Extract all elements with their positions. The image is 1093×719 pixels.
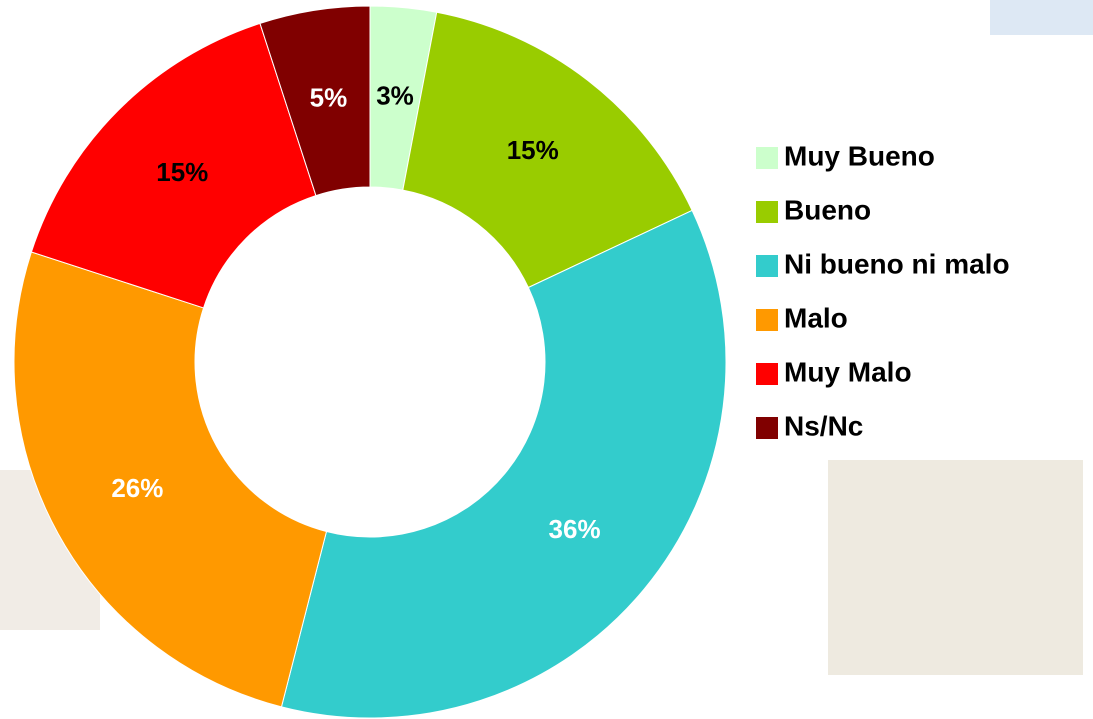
legend-swatch <box>756 417 778 439</box>
slice <box>402 11 693 289</box>
legend-label: Bueno <box>784 194 871 225</box>
legend: Muy Bueno Bueno Ni bueno ni malo Malo Muy Ma… <box>756 140 1010 441</box>
data-label: 15% <box>507 135 559 165</box>
legend-swatch <box>756 201 778 223</box>
legend-swatch <box>756 255 778 277</box>
slice <box>259 5 371 197</box>
data-label: 26% <box>111 473 163 503</box>
legend-label: Muy Malo <box>784 356 912 387</box>
slice <box>280 209 727 719</box>
legend-label: Ns/Nc <box>784 410 863 441</box>
data-label: 36% <box>549 514 601 544</box>
legend-swatch <box>756 363 778 385</box>
slice <box>30 22 317 309</box>
data-label: 5% <box>310 83 348 113</box>
legend-swatch <box>756 147 778 169</box>
slices: 3% 15% 36% 26% 15% 5% <box>13 5 727 719</box>
data-label: 3% <box>376 81 414 111</box>
background-photo <box>828 460 1083 675</box>
legend-label: Ni bueno ni malo <box>784 248 1010 279</box>
legend-swatch <box>756 309 778 331</box>
background-photo <box>990 0 1093 35</box>
data-label: 15% <box>156 157 208 187</box>
slice <box>13 251 328 708</box>
legend-label: Muy Bueno <box>784 140 935 171</box>
legend-label: Malo <box>784 302 848 333</box>
